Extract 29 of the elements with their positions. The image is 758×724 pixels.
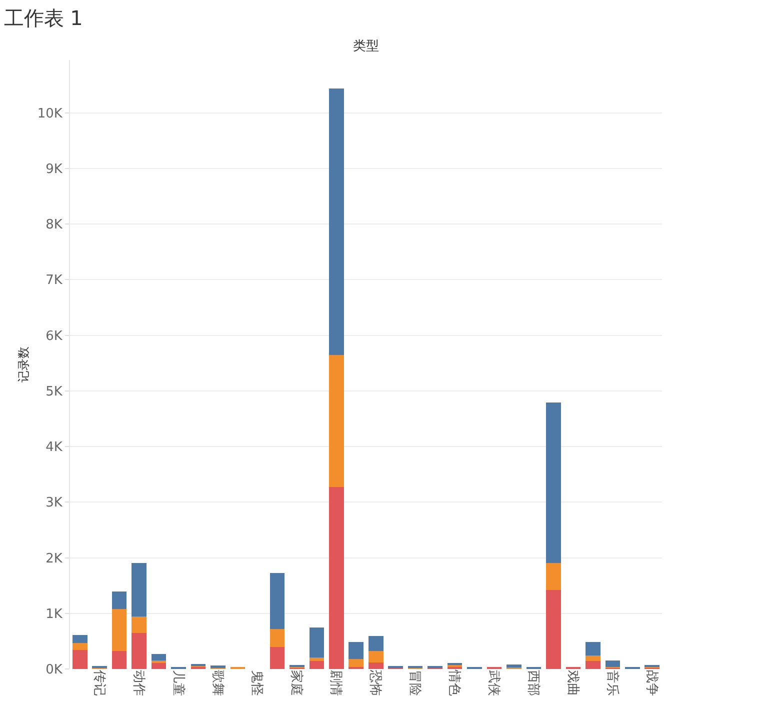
y-tick-label: 7K <box>46 273 63 288</box>
x-tick-label: 冒险 <box>407 670 422 696</box>
y-tick-label: 3K <box>46 496 63 511</box>
y-axis-title: 记录数 <box>16 346 31 382</box>
y-tick-label: 1K <box>46 606 63 622</box>
y-tick-label: 2K <box>46 551 63 566</box>
y-tick-label: 5K <box>46 384 63 400</box>
x-tick-label: 歌舞 <box>210 670 225 696</box>
x-tick-label: 儿童 <box>170 670 186 696</box>
x-tick-label: 西部 <box>526 670 541 696</box>
x-axis-title: 类型 <box>353 39 379 54</box>
x-tick-label: 音乐 <box>604 670 620 696</box>
x-tick-label: 鬼怪 <box>249 670 264 696</box>
x-tick-label: 战争 <box>644 670 659 696</box>
x-tick-label: 剧情 <box>328 670 344 696</box>
y-tick-label: 0K <box>46 662 63 678</box>
y-tick-label: 4K <box>46 440 63 456</box>
y-tick-label: 6K <box>46 328 63 344</box>
x-tick-label: 武侠 <box>486 670 502 696</box>
x-tick-label: 恐怖 <box>368 669 383 696</box>
x-tick-label: 动作 <box>130 670 146 696</box>
x-tick-label: 情色 <box>446 669 462 696</box>
chart-title: 工作表 1 <box>4 6 83 30</box>
y-tick-label: 10K <box>37 106 63 122</box>
y-tick-label: 9K <box>46 162 63 177</box>
x-tick-label: 家庭 <box>288 670 305 696</box>
x-tick-label: 戏曲 <box>564 670 580 696</box>
y-tick-label: 8K <box>46 218 63 233</box>
x-tick-label: 传记 <box>91 670 106 696</box>
